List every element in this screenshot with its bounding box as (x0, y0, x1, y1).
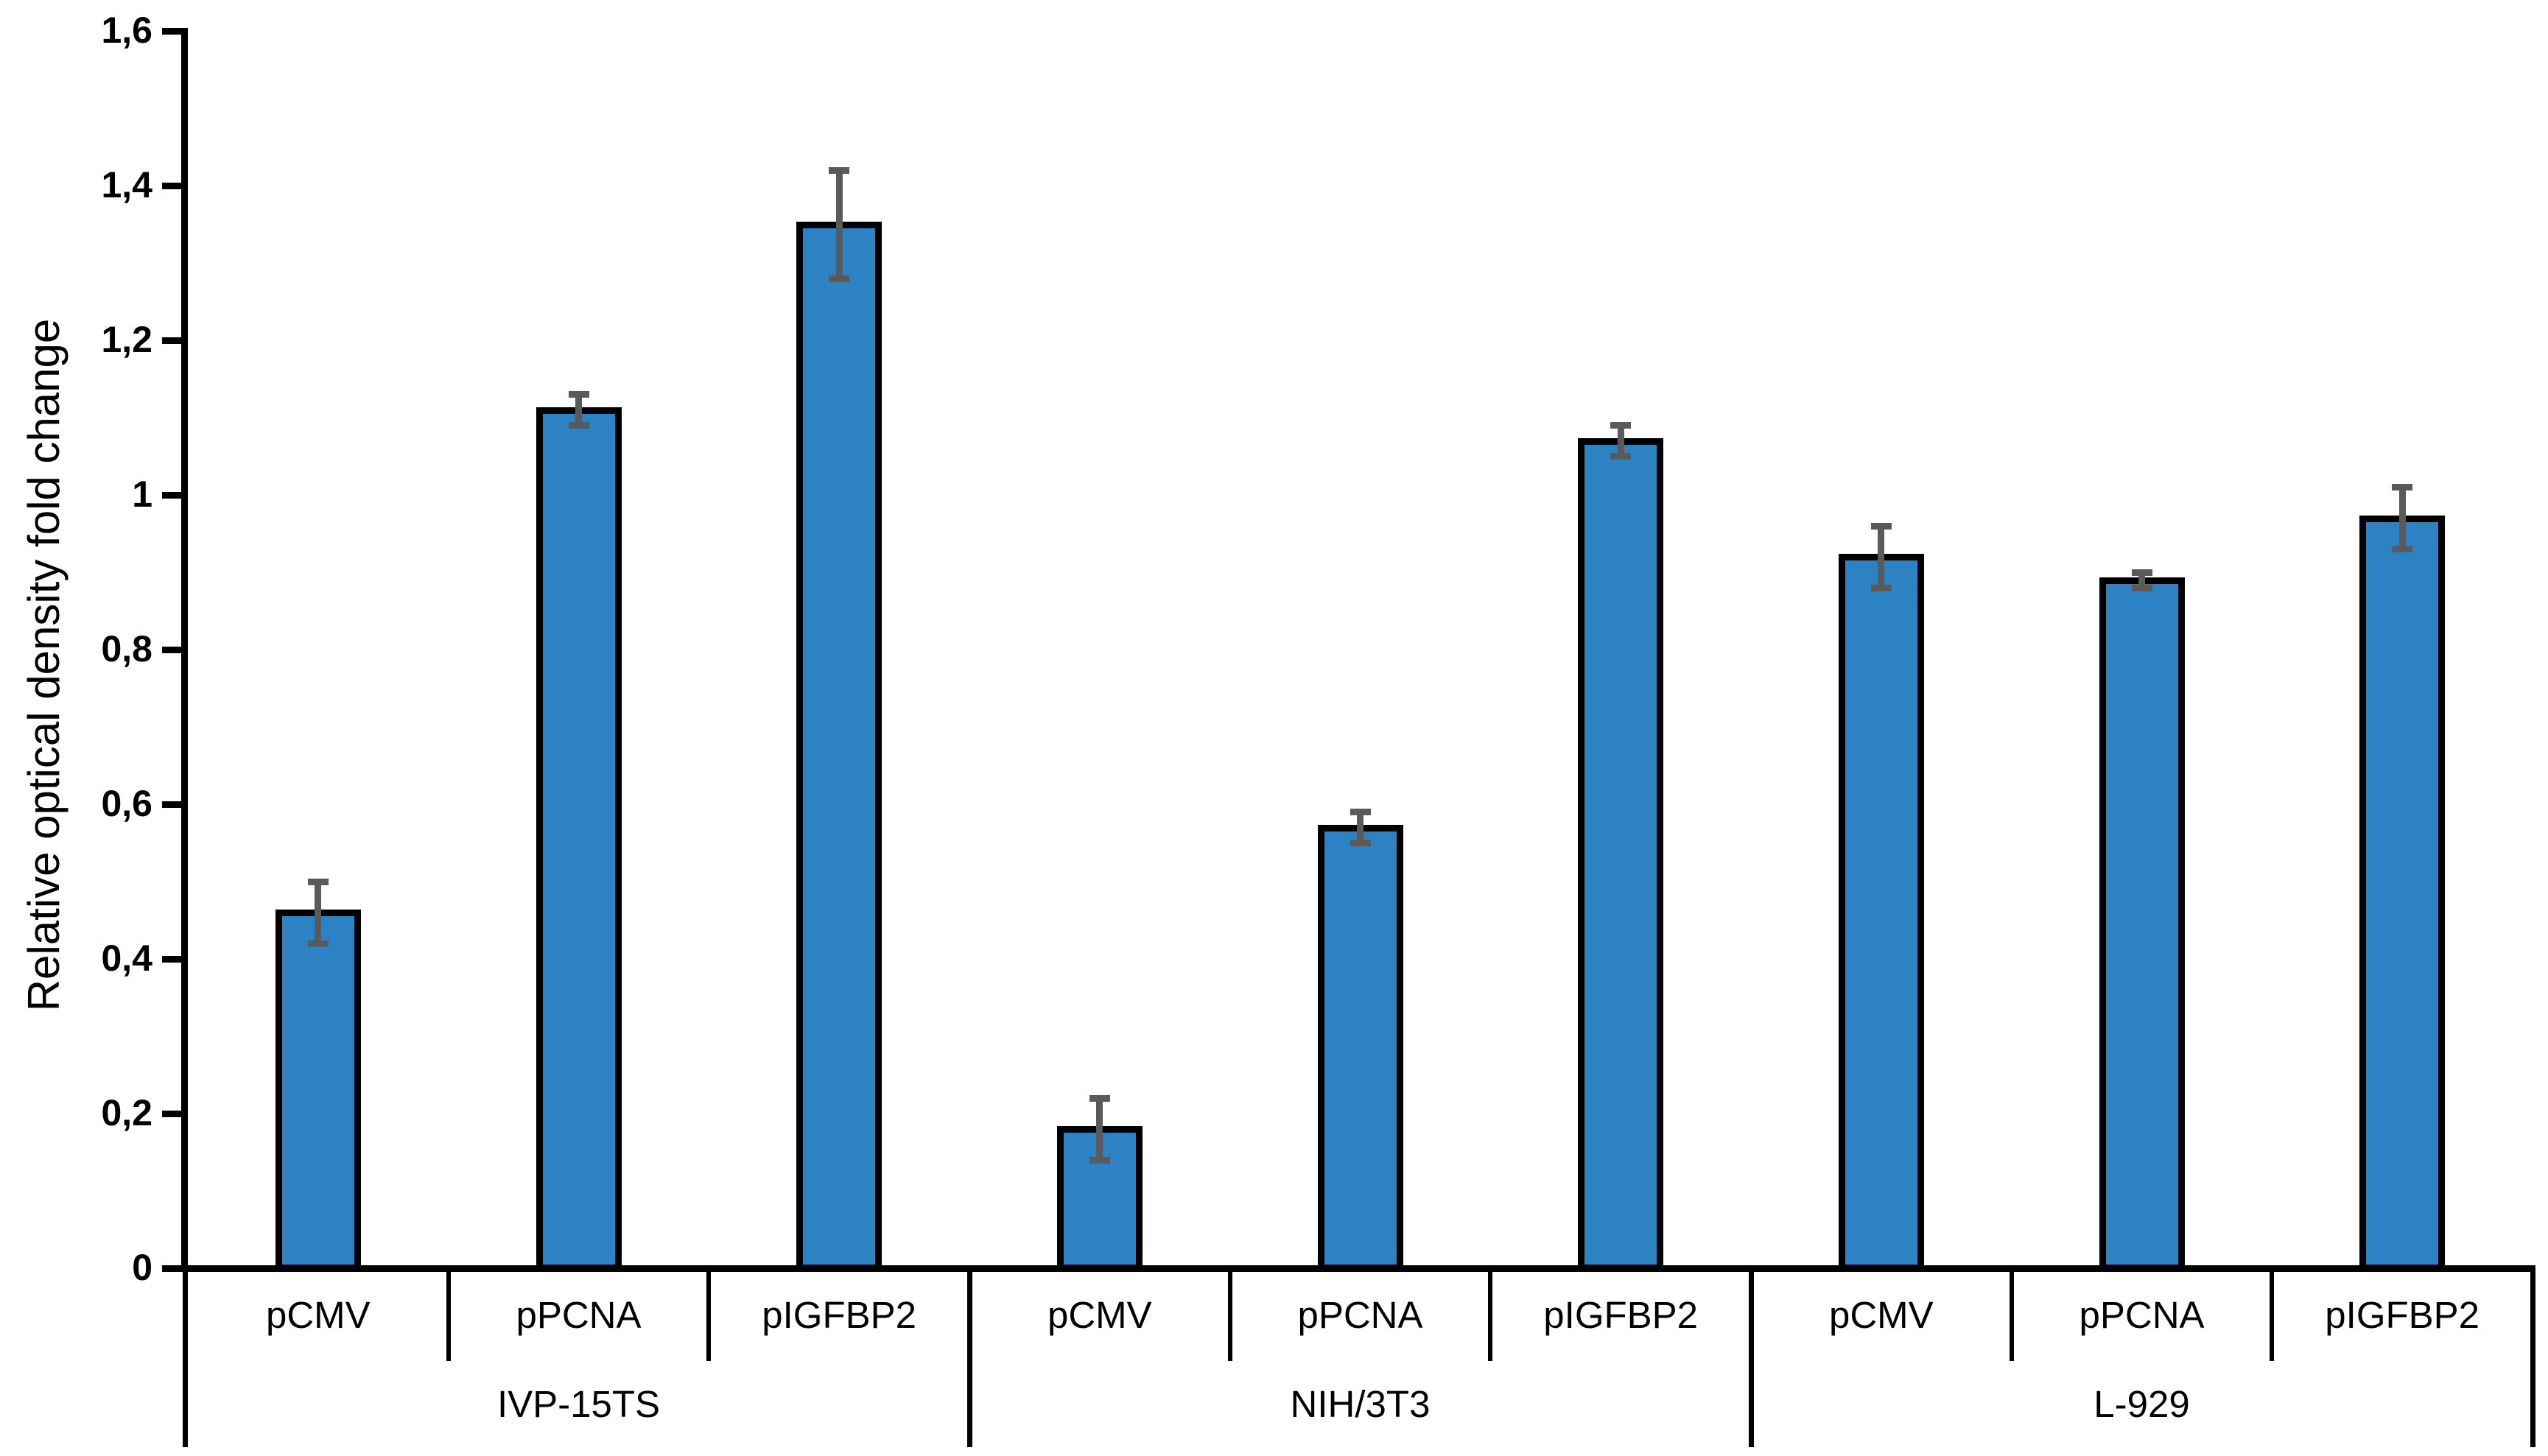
bar-l-929-ppcna (2099, 577, 2185, 1271)
y-tick (162, 646, 188, 653)
bar-nih/3t3-ppcna (1317, 824, 1403, 1271)
bar-ivp-15ts-pigfbp2 (796, 221, 882, 1271)
category-label: pPCNA (1297, 1293, 1423, 1336)
bar-l-929-pcmv (1838, 554, 1924, 1271)
x-axis-line (181, 1265, 2536, 1272)
error-bar-cap-bottom (1870, 584, 1892, 591)
category-divider (446, 1268, 451, 1361)
error-bar-cap-top (568, 391, 589, 398)
y-tick (162, 1110, 188, 1117)
error-bar-cap-top (1870, 522, 1892, 530)
y-tick (162, 182, 188, 189)
category-label: pCMV (1047, 1293, 1152, 1336)
bar-l-929-pigfbp2 (2359, 515, 2446, 1271)
group-label: IVP-15TS (496, 1383, 661, 1425)
y-tick-label: 1,6 (101, 10, 152, 51)
category-label: pCMV (265, 1293, 371, 1336)
error-bar-cap-top (829, 166, 850, 174)
y-tick-label: 0 (132, 1247, 152, 1288)
group-divider (183, 1268, 188, 1447)
error-bar-line (1096, 1098, 1103, 1160)
group-divider (1748, 1268, 1754, 1447)
y-tick (162, 27, 188, 35)
error-bar-cap-bottom (2392, 546, 2413, 552)
error-bar-line (1878, 526, 1885, 588)
error-bar-cap-top (1610, 422, 1632, 429)
error-bar-line (835, 170, 843, 278)
error-bar-line (315, 882, 322, 943)
y-tick (162, 955, 188, 963)
bar-ivp-15ts-ppcna (536, 407, 622, 1271)
error-bar-cap-top (1350, 809, 1371, 815)
y-tick-label: 0,4 (101, 938, 152, 979)
error-bar-cap-bottom (307, 940, 329, 947)
error-bar-cap-top (2131, 569, 2152, 576)
error-bar-cap-top (1089, 1094, 1110, 1102)
y-tick (162, 1265, 188, 1272)
category-label: pPCNA (2079, 1293, 2205, 1336)
y-tick-label: 0,2 (101, 1092, 152, 1133)
bar-ivp-15ts-pcmv (275, 910, 361, 1271)
error-bar-cap-bottom (1610, 453, 1632, 460)
error-bar-line (2138, 572, 2146, 588)
category-label: pIGFBP2 (762, 1293, 917, 1336)
group-divider (2530, 1268, 2535, 1447)
category-divider (2270, 1268, 2275, 1361)
category-label: pCMV (1828, 1293, 1934, 1336)
error-bar-cap-top (2392, 484, 2413, 490)
category-label: pIGFBP2 (2325, 1293, 2480, 1336)
category-divider (2009, 1268, 2014, 1361)
category-divider (706, 1268, 712, 1361)
error-bar-cap-bottom (568, 422, 589, 429)
y-tick-label: 0,8 (101, 628, 152, 669)
error-bar-cap-bottom (1350, 840, 1371, 846)
y-tick (162, 491, 188, 499)
error-bar-line (575, 394, 582, 426)
error-bar-cap-bottom (2131, 584, 2152, 591)
error-bar-cap-top (307, 878, 329, 885)
category-label: pIGFBP2 (1543, 1293, 1699, 1336)
y-tick (162, 801, 188, 808)
error-bar-line (1617, 425, 1624, 457)
category-label: pPCNA (516, 1293, 642, 1336)
group-divider (966, 1268, 972, 1447)
error-bar-line (2398, 487, 2406, 549)
y-tick-label: 0,6 (101, 783, 152, 824)
y-tick-label: 1,2 (101, 319, 152, 360)
y-tick-label: 1,4 (101, 164, 152, 205)
error-bar-cap-bottom (1089, 1156, 1110, 1164)
error-bar-line (1357, 812, 1364, 843)
error-bar-cap-bottom (829, 275, 850, 282)
y-tick (162, 337, 188, 344)
y-tick-label: 1 (132, 474, 152, 515)
category-divider (1488, 1268, 1493, 1361)
bar-nih/3t3-pigfbp2 (1578, 437, 1664, 1271)
group-label: L-929 (2093, 1383, 2190, 1425)
group-label: NIH/3T3 (1290, 1383, 1431, 1425)
category-divider (1227, 1268, 1232, 1361)
